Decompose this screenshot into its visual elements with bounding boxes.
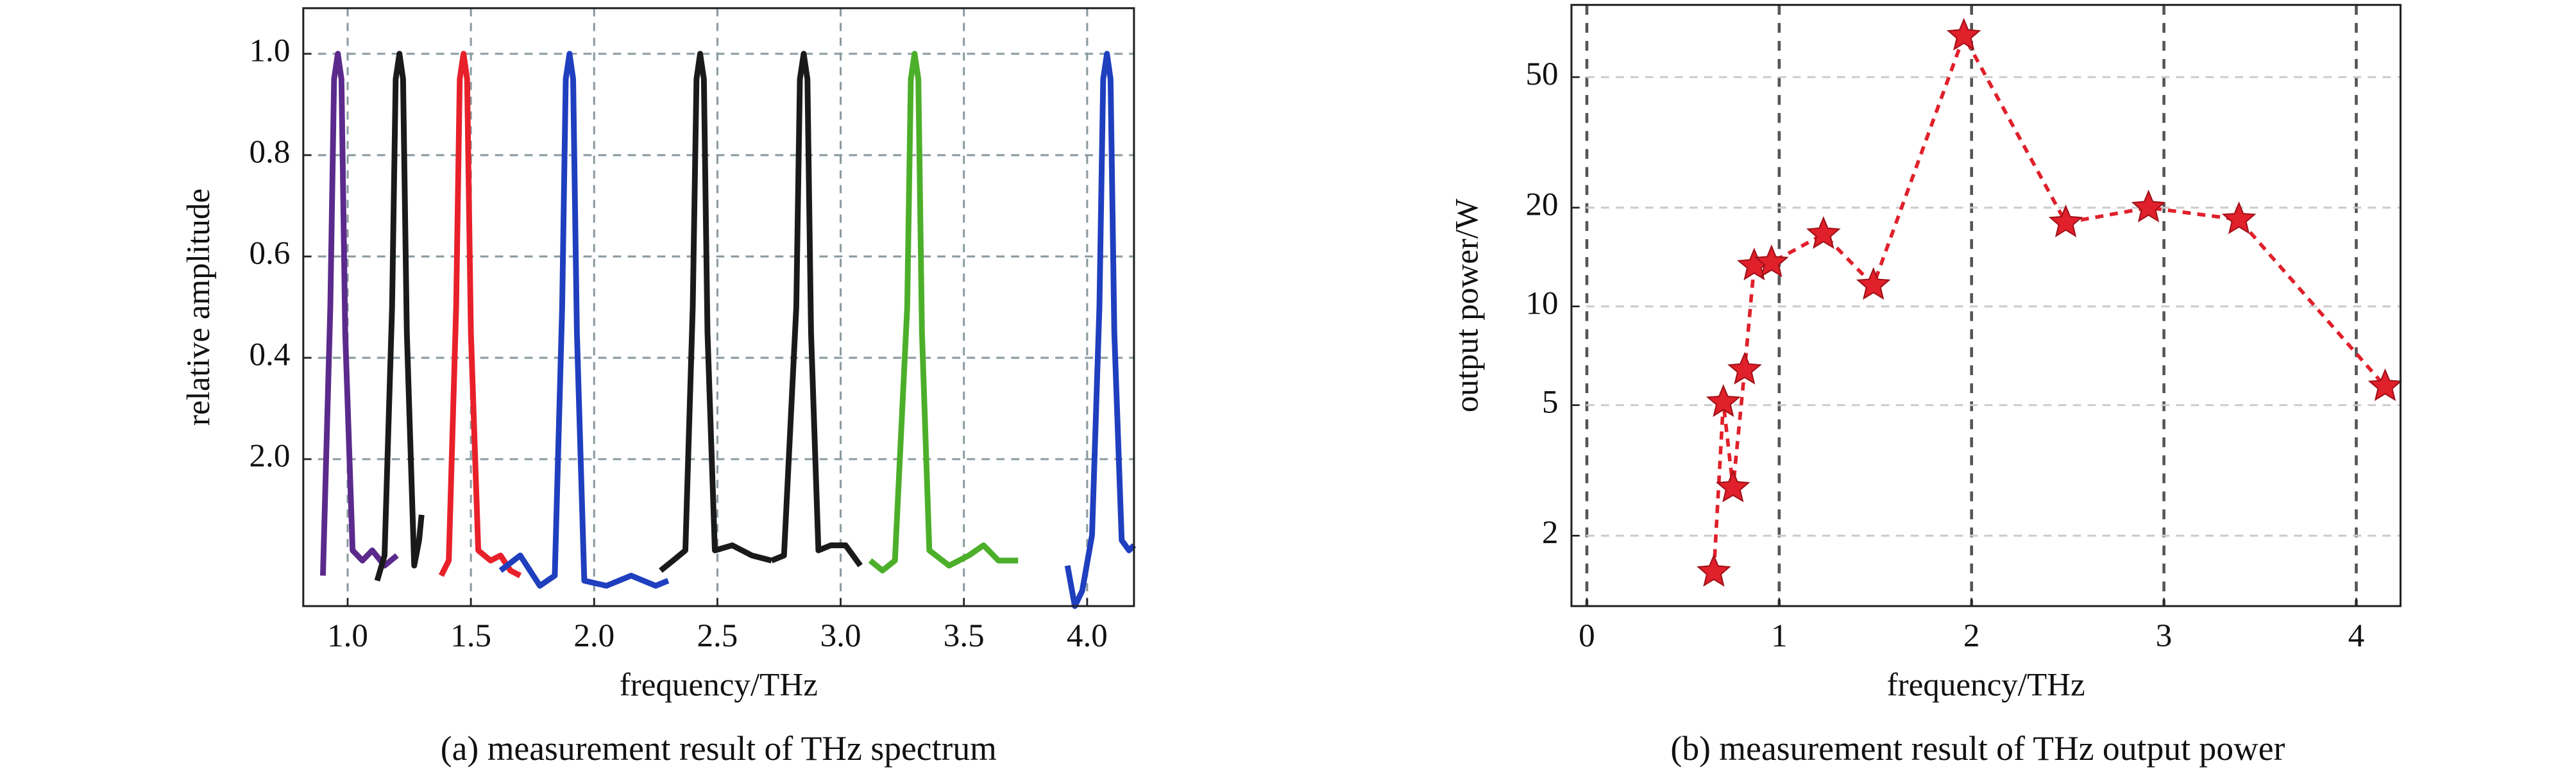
y-tick-label: 2.0 xyxy=(250,438,291,475)
x-tick-label: 3.0 xyxy=(820,618,861,654)
x-tick-label: 1.5 xyxy=(450,618,491,654)
x-tick-label: 1 xyxy=(1771,618,1788,654)
data-line xyxy=(868,51,1019,574)
caption: (b) measurement result of THz output pow… xyxy=(1670,729,2285,768)
x-tick-label: 3 xyxy=(2156,618,2173,654)
data-line xyxy=(1712,34,2387,573)
star-marker xyxy=(1715,469,1750,503)
star-marker xyxy=(1946,17,1981,51)
star-marker xyxy=(1806,216,1841,249)
caption: (a) measurement result of THz spectrum xyxy=(441,729,997,768)
plot-frame xyxy=(1570,4,2402,607)
x-tick-label: 4.0 xyxy=(1067,618,1108,654)
star-marker xyxy=(2221,201,2257,235)
x-axis-label: frequency/THz xyxy=(620,667,818,703)
x-tick-label: 2.5 xyxy=(697,618,738,654)
y-tick-label: 2 xyxy=(1542,514,1559,551)
x-axis-label: frequency/THz xyxy=(1887,667,2085,703)
y-tick-label: 10 xyxy=(1525,285,1558,322)
data-line xyxy=(374,51,425,582)
data-line xyxy=(498,51,670,589)
y-tick-label: 0.6 xyxy=(250,235,291,272)
x-tick-label: 4 xyxy=(2348,618,2365,654)
y-tick-label: 0.4 xyxy=(250,337,291,373)
star-marker xyxy=(1856,267,1891,300)
y-axis-label: relative amplitude xyxy=(180,189,217,426)
data-line xyxy=(770,51,863,568)
x-tick-label: 3.5 xyxy=(944,618,985,654)
plot-frame xyxy=(302,7,1135,607)
data-line xyxy=(1064,51,1137,609)
star-marker xyxy=(1706,384,1741,417)
star-marker xyxy=(1697,553,1731,587)
data-line xyxy=(659,51,772,573)
star-marker xyxy=(2131,189,2166,223)
x-tick-label: 2 xyxy=(1963,618,1980,654)
star-marker xyxy=(1727,351,1762,385)
x-tick-label: 1.0 xyxy=(327,618,368,654)
star-marker xyxy=(1754,244,1789,278)
data-line xyxy=(319,51,399,576)
y-tick-label: 0.8 xyxy=(250,134,291,171)
y-tick-label: 50 xyxy=(1525,56,1558,92)
star-marker xyxy=(2368,368,2403,401)
y-tick-label: 5 xyxy=(1542,383,1559,420)
star-marker xyxy=(2048,204,2083,237)
x-tick-label: 2.0 xyxy=(573,618,614,654)
x-tick-label: 0 xyxy=(1579,618,1595,654)
data-line xyxy=(438,51,522,578)
y-tick-label: 20 xyxy=(1525,187,1558,223)
y-tick-label: 1.0 xyxy=(250,33,291,69)
y-axis-label: output power/W xyxy=(1448,198,1485,412)
